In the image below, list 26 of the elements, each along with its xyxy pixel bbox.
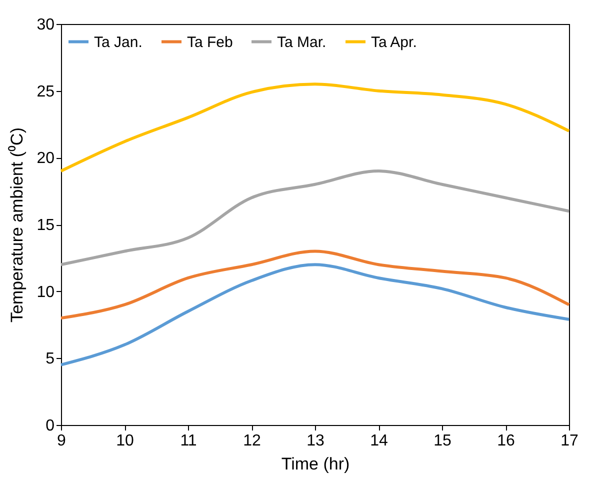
legend-label: Ta Apr.: [371, 34, 417, 51]
y-tick-label: 10: [36, 284, 55, 301]
x-tick-label: 9: [57, 432, 66, 450]
x-tick-label: 17: [560, 432, 578, 450]
x-axis-title: Time (hr): [281, 454, 350, 474]
x-tick-label: 12: [243, 432, 261, 450]
line-series: [60, 82, 570, 173]
y-tick-label: 15: [36, 217, 55, 234]
x-tick-label: 11: [180, 432, 197, 450]
x-tick-label: 13: [306, 432, 324, 450]
x-tick-label: 14: [370, 432, 388, 450]
y-tick-label: 25: [36, 83, 55, 100]
x-tick-label: 15: [434, 432, 452, 450]
y-axis-title: Temperature ambient (⁰C): [8, 128, 27, 322]
legend-label: Ta Feb: [187, 34, 233, 51]
line-series: [60, 250, 570, 320]
x-tick-label: 10: [116, 432, 134, 450]
x-tick-label: 16: [497, 432, 515, 450]
y-tick-label: 0: [46, 418, 55, 434]
y-tick-label: 5: [46, 350, 55, 368]
y-tick-label: 20: [36, 150, 55, 168]
legend-label: Ta Mar.: [277, 34, 326, 51]
y-tick-label: 30: [36, 16, 55, 34]
line-series: [60, 263, 570, 366]
line-series: [60, 170, 570, 266]
legend-label: Ta Jan.: [94, 34, 142, 51]
